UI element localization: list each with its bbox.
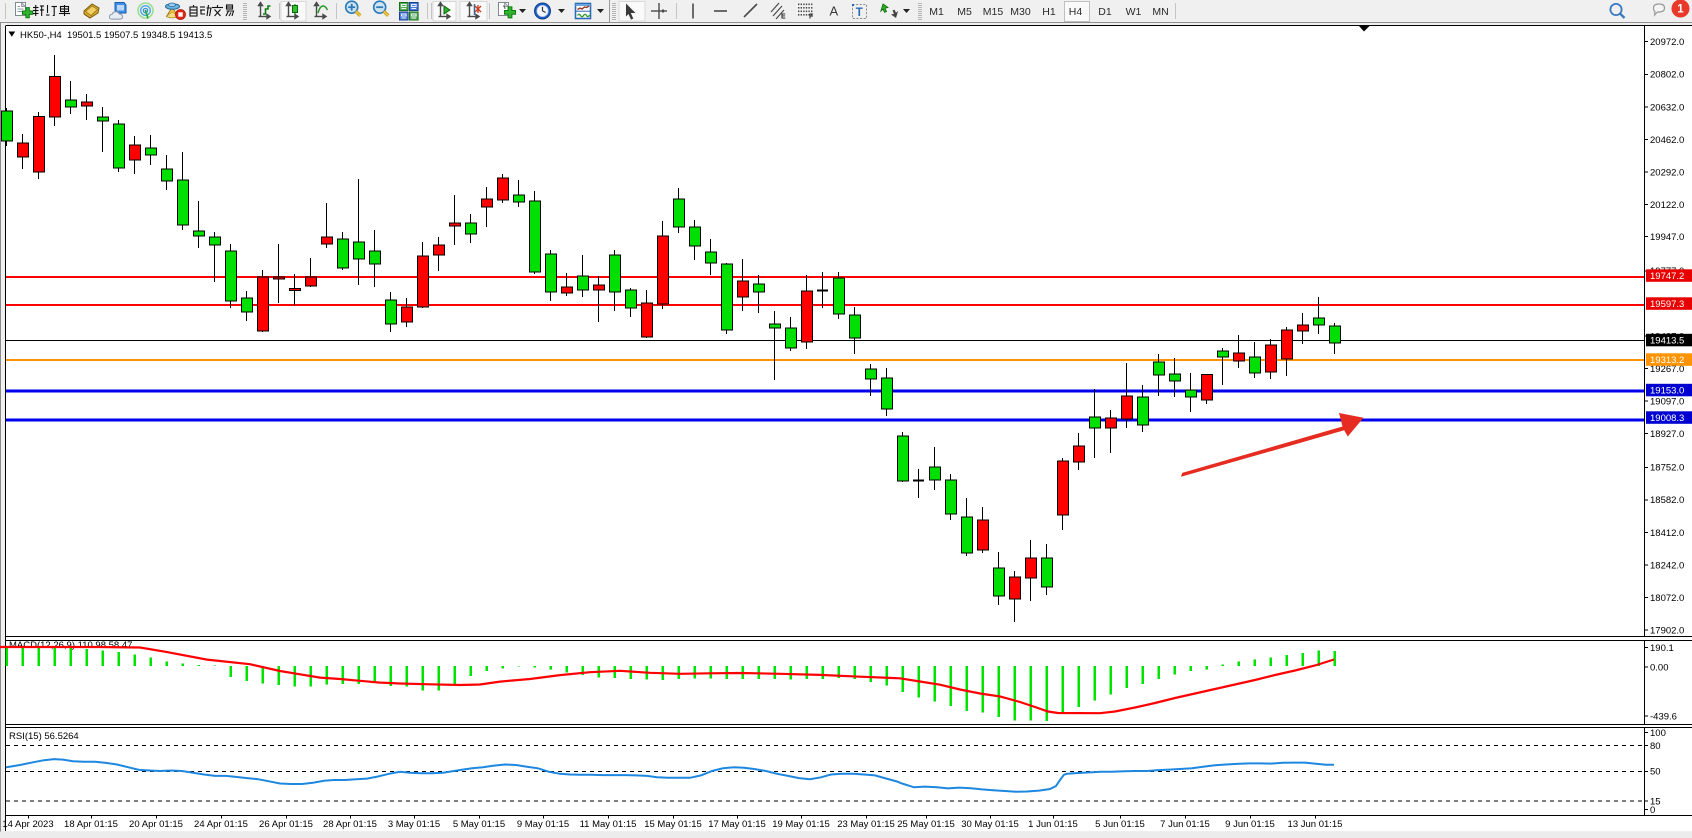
svg-text:17 May 01:15: 17 May 01:15 <box>708 819 766 830</box>
svg-text:H4: H4 <box>1069 6 1083 18</box>
svg-text:M15: M15 <box>983 6 1004 18</box>
svg-text:18242.0: 18242.0 <box>1650 560 1684 571</box>
svg-text:18752.0: 18752.0 <box>1650 463 1684 474</box>
svg-text:MACD(12,26,9) 110.98 58.47: MACD(12,26,9) 110.98 58.47 <box>9 640 132 651</box>
svg-text:30 May 01:15: 30 May 01:15 <box>961 819 1019 830</box>
svg-text:50: 50 <box>1650 767 1661 778</box>
svg-text:19153.0: 19153.0 <box>1650 386 1684 397</box>
svg-text:15 May 01:15: 15 May 01:15 <box>644 819 702 830</box>
svg-text:24 Apr 01:15: 24 Apr 01:15 <box>194 819 248 830</box>
svg-text:9 May 01:15: 9 May 01:15 <box>517 819 569 830</box>
svg-text:19 May 01:15: 19 May 01:15 <box>772 819 830 830</box>
svg-text:26 Apr 01:15: 26 Apr 01:15 <box>259 819 313 830</box>
svg-text:5 May 01:15: 5 May 01:15 <box>453 819 505 830</box>
svg-text:15: 15 <box>1650 796 1661 807</box>
svg-text:190.1: 190.1 <box>1650 643 1674 654</box>
svg-text:19747.2: 19747.2 <box>1650 271 1684 282</box>
svg-text:7 Jun 01:15: 7 Jun 01:15 <box>1160 819 1210 830</box>
svg-text:20122.0: 20122.0 <box>1650 200 1684 211</box>
svg-text:5 Jun 01:15: 5 Jun 01:15 <box>1095 819 1145 830</box>
svg-text:13 Jun 01:15: 13 Jun 01:15 <box>1288 819 1343 830</box>
svg-text:F: F <box>809 14 814 21</box>
svg-text:M5: M5 <box>957 6 972 18</box>
svg-text:100: 100 <box>1650 728 1666 739</box>
svg-text:19267.0: 19267.0 <box>1650 364 1684 375</box>
svg-text:19313.2: 19313.2 <box>1650 355 1684 366</box>
svg-text:18927.0: 18927.0 <box>1650 429 1684 440</box>
svg-text:3 May 01:15: 3 May 01:15 <box>388 819 440 830</box>
svg-text:20462.0: 20462.0 <box>1650 135 1684 146</box>
svg-text:80: 80 <box>1650 741 1661 752</box>
svg-text:19097.0: 19097.0 <box>1650 397 1684 408</box>
svg-text:19413.5: 19413.5 <box>1650 336 1684 347</box>
svg-text:20 Apr 01:15: 20 Apr 01:15 <box>129 819 183 830</box>
svg-text:1: 1 <box>1677 4 1684 16</box>
svg-text:HK50-,H4 19501.5 19507.5 1934: HK50-,H4 19501.5 19507.5 19348.5 19413.5 <box>20 30 212 41</box>
svg-text:M1: M1 <box>929 6 944 18</box>
svg-text:M30: M30 <box>1010 6 1031 18</box>
svg-text:-439.6: -439.6 <box>1650 711 1677 722</box>
svg-text:19008.3: 19008.3 <box>1650 413 1684 424</box>
svg-text:W1: W1 <box>1126 6 1142 18</box>
svg-text:17902.0: 17902.0 <box>1650 626 1684 637</box>
svg-text:20292.0: 20292.0 <box>1650 168 1684 179</box>
svg-text:T: T <box>856 7 863 19</box>
svg-text:20802.0: 20802.0 <box>1650 70 1684 81</box>
svg-text:E: E <box>781 14 786 21</box>
svg-text:25 May 01:15: 25 May 01:15 <box>897 819 955 830</box>
svg-text:A: A <box>830 4 839 19</box>
svg-text:19947.0: 19947.0 <box>1650 232 1684 243</box>
svg-text:14 Apr 2023: 14 Apr 2023 <box>2 819 53 830</box>
svg-text:18 Apr 01:15: 18 Apr 01:15 <box>64 819 118 830</box>
svg-text:1 Jun 01:15: 1 Jun 01:15 <box>1028 819 1078 830</box>
svg-text:11 May 01:15: 11 May 01:15 <box>580 819 637 830</box>
svg-text:18582.0: 18582.0 <box>1650 495 1684 506</box>
svg-text:9 Jun 01:15: 9 Jun 01:15 <box>1225 819 1275 830</box>
svg-text:20632.0: 20632.0 <box>1650 102 1684 113</box>
svg-text:MN: MN <box>1152 6 1168 18</box>
svg-text:0: 0 <box>1650 805 1655 816</box>
svg-text:0.00: 0.00 <box>1650 662 1669 673</box>
svg-text:19597.3: 19597.3 <box>1650 299 1684 310</box>
svg-text:18072.0: 18072.0 <box>1650 593 1684 604</box>
svg-text:D1: D1 <box>1098 6 1112 18</box>
svg-text:18412.0: 18412.0 <box>1650 528 1684 539</box>
svg-text:20972.0: 20972.0 <box>1650 37 1684 48</box>
svg-text:23 May 01:15: 23 May 01:15 <box>837 819 895 830</box>
svg-text:RSI(15) 56.5264: RSI(15) 56.5264 <box>9 731 79 742</box>
svg-text:28 Apr 01:15: 28 Apr 01:15 <box>323 819 377 830</box>
svg-text:H1: H1 <box>1042 6 1056 18</box>
